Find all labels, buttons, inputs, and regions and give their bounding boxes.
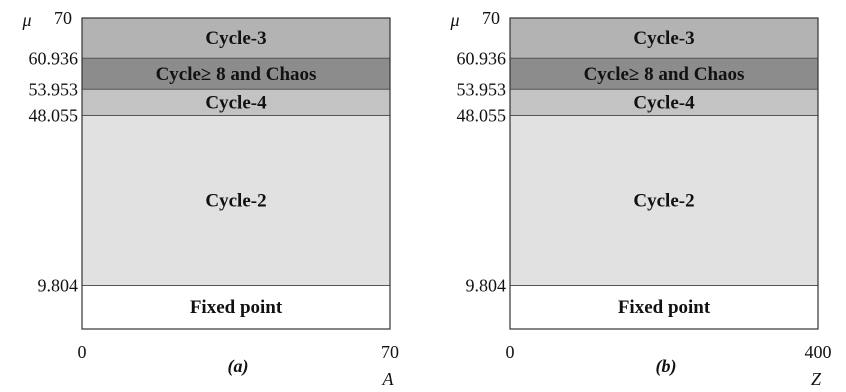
panel-b-ytick-4: 9.804 [466,275,507,295]
panel-a-region-label-0: Fixed point [190,297,283,318]
panel-a-region-4 [82,18,390,59]
panel-b-ytick-3: 48.055 [457,105,507,125]
panel-b-region-label-0: Fixed point [618,297,711,318]
panel-a-xlabel: A [382,369,395,389]
panel-b-region-2 [510,89,818,116]
panel-b-frame [509,17,819,330]
panel-b-ytick-1: 60.936 [457,48,507,68]
panel-a-ytick-0: 70 [54,8,72,28]
panel-a-label: (a) [228,356,249,377]
panel-a-ylabel: μ [21,10,31,30]
panel-b-region-0 [510,285,818,329]
panel-a-region-label-4: Cycle-3 [205,28,266,49]
panel-a-ytick-1: 60.936 [29,48,79,68]
panel-a-region-label-2: Cycle-4 [205,92,267,113]
panel-b-region-1 [510,115,818,286]
panel-b-xtick-0: 0 [506,342,515,362]
panel-b-ylabel: μ [449,10,459,30]
panel-a-region-label-1: Cycle-2 [205,190,266,211]
panel-b-region-label-2: Cycle-4 [633,92,695,113]
panel-b-ytick-2: 53.953 [457,79,507,99]
panel-b-region-label-1: Cycle-2 [633,190,694,211]
panel-a-ytick-4: 9.804 [38,275,79,295]
panel-a-xtick-0: 0 [78,342,87,362]
panel-b-region-label-3: Cycle≥ 8 and Chaos [584,64,745,85]
panel-a-region-0 [82,285,390,329]
panel-a-region-2 [82,89,390,116]
panel-b-xlabel: Z [811,369,822,389]
panel-b-region-label-4: Cycle-3 [633,28,694,49]
panel-a-region-1 [82,115,390,286]
panel-b-ytick-0: 70 [482,8,500,28]
panel-b-region-3 [510,58,818,90]
panel-a-ytick-2: 53.953 [29,79,79,99]
panel-a-region-label-3: Cycle≥ 8 and Chaos [156,64,317,85]
panel-b-xtick-1: 400 [805,342,832,362]
panel-a-frame [81,17,391,330]
panel-b-region-4 [510,18,818,59]
panel-b-label: (b) [656,356,677,377]
panel-a-ytick-3: 48.055 [29,105,79,125]
panel-a-region-3 [82,58,390,90]
panel-a-xtick-1: 70 [381,342,399,362]
